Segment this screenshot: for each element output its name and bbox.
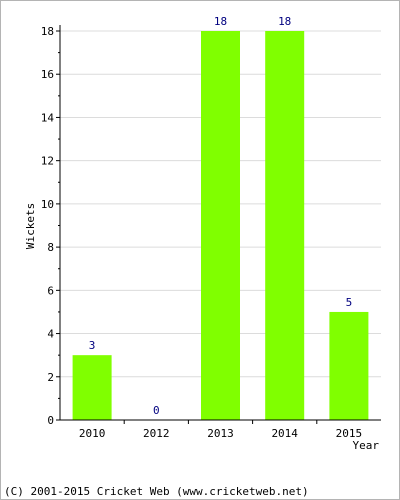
data-labels: 3 0 18 18 5 (89, 15, 352, 417)
y-tick-label: 18 (41, 25, 54, 38)
data-label: 3 (89, 339, 96, 352)
y-axis-label: Wickets (24, 203, 37, 249)
x-axis-label: Year (353, 439, 380, 452)
x-tick-label: 2013 (207, 427, 234, 440)
data-label: 0 (153, 404, 160, 417)
data-label: 5 (346, 296, 353, 309)
axes (56, 25, 381, 424)
y-tick-label: 12 (41, 155, 54, 168)
x-tick-label: 2010 (79, 427, 106, 440)
x-tick-label: 2015 (336, 427, 363, 440)
x-tick-label: 2014 (271, 427, 298, 440)
bars (72, 31, 369, 420)
y-tick-label: 0 (47, 414, 54, 427)
y-tick-label: 14 (41, 111, 55, 124)
y-tick-label: 6 (47, 284, 54, 297)
x-tick-label: 2012 (143, 427, 170, 440)
bar (265, 31, 305, 420)
bar (201, 31, 240, 420)
y-tick-label: 2 (47, 371, 54, 384)
y-tick-label: 16 (41, 68, 54, 81)
bar (329, 311, 369, 420)
data-label: 18 (214, 15, 227, 28)
y-tick-label: 4 (47, 328, 54, 341)
y-tick-label: 8 (47, 241, 54, 254)
copyright-footer: (C) 2001-2015 Cricket Web (www.cricketwe… (4, 485, 309, 498)
x-tick-labels: 2010 2012 2013 2014 2015 (79, 427, 362, 440)
y-tick-labels: 0 2 4 6 8 10 12 14 16 18 (41, 25, 55, 427)
y-tick-label: 10 (41, 198, 54, 211)
data-label: 18 (278, 15, 291, 28)
bar (72, 355, 112, 420)
